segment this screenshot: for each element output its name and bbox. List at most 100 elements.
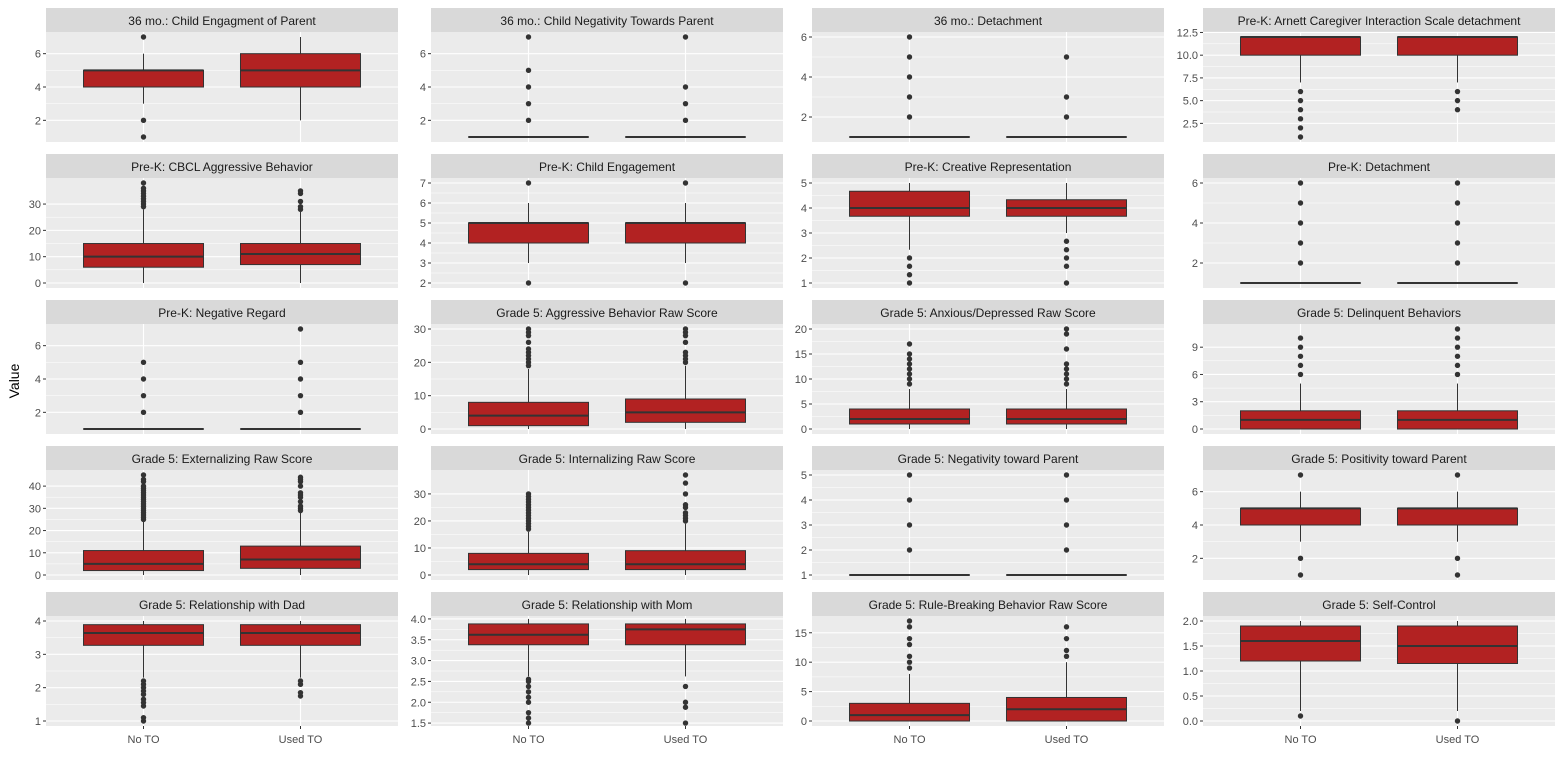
y-tick-label: 20: [414, 357, 426, 369]
outlier-point: [682, 683, 689, 690]
outlier-point: [525, 346, 532, 352]
outlier-point: [297, 498, 304, 505]
facet-panel: Pre-K: Child Engagement 2 3 4 5 6 7: [420, 154, 783, 290]
y-tick-label: 3: [801, 228, 807, 240]
y-tick-label: 4: [35, 82, 41, 94]
outlier-point: [906, 34, 913, 40]
box-no-to: [468, 34, 590, 138]
outlier-point: [1063, 472, 1070, 478]
panel-title: Grade 5: Relationship with Dad: [139, 598, 305, 612]
outlier-point: [1063, 366, 1070, 372]
box-no-to: [1240, 180, 1362, 284]
plot-background: [46, 178, 398, 288]
box-no-to: [468, 180, 590, 286]
box-iqr: [83, 550, 205, 572]
outlier-point: [1063, 326, 1070, 332]
outlier-point: [297, 490, 304, 496]
outlier-point: [1063, 238, 1070, 244]
outlier-point: [906, 280, 913, 286]
outlier-point: [682, 34, 689, 40]
box-no-to: [83, 472, 205, 575]
panel-title: Grade 5: Anxious/Depressed Raw Score: [880, 306, 1096, 320]
outlier-point: [682, 480, 689, 486]
facet-panel: Grade 5: Relationship with Mom 1.5 2.0 2.5 3…: [411, 592, 783, 746]
panel-title: Pre-K: Creative Representation: [905, 160, 1072, 174]
y-tick-label: 20: [29, 526, 41, 538]
outlier-point: [1454, 240, 1461, 246]
outlier-point: [906, 341, 913, 347]
facet-panel: Grade 5: Aggressive Behavior Raw Score 0 1…: [414, 300, 783, 436]
y-tick-label: 6: [1192, 369, 1198, 381]
outlier-point: [682, 720, 689, 726]
y-tick-label: 0: [35, 570, 41, 582]
outlier-point: [1297, 125, 1304, 131]
box-used-to: [1005, 472, 1127, 576]
facet-panel: Pre-K: Arnett Caregiver Interaction Scal…: [1177, 8, 1555, 142]
outlier-point: [1297, 371, 1304, 378]
outlier-point: [1297, 362, 1304, 369]
facet-panel: Pre-K: CBCL Aggressive Behavior 0 10 20 30: [29, 154, 398, 290]
box-no-to: [849, 472, 971, 576]
box-no-to: [468, 491, 590, 575]
outlier-point: [682, 502, 689, 508]
outlier-point: [1454, 260, 1461, 266]
outlier-point: [906, 361, 913, 367]
outlier-point: [140, 476, 147, 483]
outlier-point: [1454, 344, 1461, 350]
y-axis-title: Value: [6, 363, 22, 398]
facet-strip: [1203, 446, 1555, 470]
outlier-point: [1454, 220, 1461, 226]
y-tick-label: 10.0: [1177, 50, 1198, 62]
outlier-point: [1063, 635, 1070, 642]
outlier-point: [1063, 547, 1070, 553]
outlier-point: [906, 624, 913, 630]
outlier-point: [682, 491, 689, 497]
y-tick-label: 7: [420, 178, 426, 190]
box-iqr: [624, 623, 746, 646]
outlier-point: [1297, 260, 1304, 266]
y-tick-label: 10: [29, 548, 41, 560]
y-tick-label: 2: [420, 115, 426, 127]
y-tick-label: 2: [1192, 258, 1198, 270]
outlier-point: [906, 272, 913, 278]
y-tick-label: 6: [420, 198, 426, 210]
outlier-point: [525, 676, 532, 683]
panel-title: 36 mo.: Child Engagment of Parent: [128, 14, 316, 28]
y-tick-label: 4: [35, 374, 41, 386]
outlier-point: [525, 34, 532, 40]
outlier-point: [1454, 180, 1461, 186]
outlier-point: [297, 359, 304, 366]
box-iqr: [83, 69, 205, 88]
y-tick-label: 0: [35, 278, 41, 290]
outlier-point: [682, 280, 689, 286]
box-used-to: [624, 326, 746, 429]
outlier-point: [297, 392, 304, 399]
y-tick-label: 15: [795, 349, 807, 361]
y-tick-label: 5: [420, 218, 426, 230]
outlier-point: [906, 356, 913, 362]
outlier-point: [906, 366, 913, 372]
box-no-to: [849, 341, 971, 429]
box-no-to: [1240, 621, 1362, 719]
outlier-point: [1454, 326, 1461, 332]
x-tick-label: No TO: [894, 734, 926, 746]
box-used-to: [1396, 36, 1518, 113]
outlier-point: [906, 653, 913, 659]
outlier-point: [140, 185, 147, 191]
y-tick-label: 1: [35, 716, 41, 728]
outlier-point: [297, 376, 304, 382]
facet-strip: [431, 300, 783, 324]
outlier-point: [906, 547, 913, 553]
y-tick-label: 6: [35, 341, 41, 353]
y-tick-label: 3: [420, 258, 426, 270]
outlier-point: [1297, 240, 1304, 246]
outlier-point: [525, 180, 532, 186]
outlier-point: [297, 503, 304, 509]
outlier-point: [1454, 718, 1461, 724]
box-used-to: [1396, 472, 1518, 578]
box-no-to: [83, 359, 205, 430]
outlier-point: [682, 472, 689, 478]
box-iqr: [624, 550, 746, 571]
box-iqr: [468, 552, 590, 571]
x-tick-label: No TO: [513, 734, 545, 746]
